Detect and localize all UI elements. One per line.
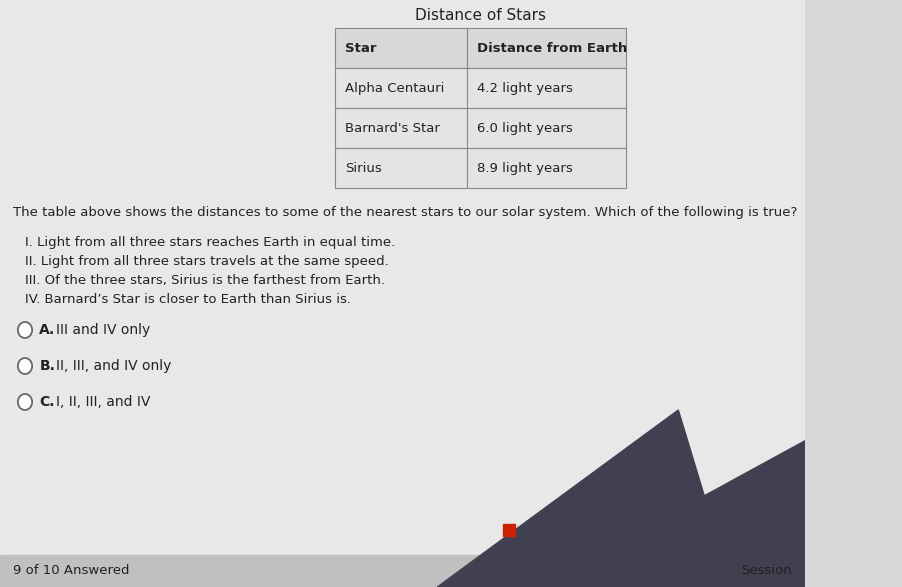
Text: Alpha Centauri: Alpha Centauri <box>345 82 445 95</box>
Text: 6.0 light years: 6.0 light years <box>477 122 574 134</box>
Text: The table above shows the distances to some of the nearest stars to our solar sy: The table above shows the distances to s… <box>14 206 797 219</box>
Bar <box>467 28 626 68</box>
Text: 9 of 10 Answered: 9 of 10 Answered <box>14 565 130 578</box>
Polygon shape <box>437 410 732 587</box>
Text: C.: C. <box>40 395 55 409</box>
Text: Star: Star <box>345 42 377 55</box>
Bar <box>335 108 467 148</box>
Text: B.: B. <box>40 359 55 373</box>
Text: Distance from Earth: Distance from Earth <box>477 42 628 55</box>
Text: III and IV only: III and IV only <box>56 323 151 337</box>
Text: Sirius: Sirius <box>345 161 382 174</box>
Text: Session: Session <box>741 565 792 578</box>
Text: Barnard's Star: Barnard's Star <box>345 122 440 134</box>
Bar <box>0 555 805 587</box>
Text: I, II, III, and IV: I, II, III, and IV <box>56 395 151 409</box>
Circle shape <box>18 358 32 374</box>
Text: A.: A. <box>40 323 56 337</box>
Text: III. Of the three stars, Sirius is the farthest from Earth.: III. Of the three stars, Sirius is the f… <box>25 274 385 287</box>
Bar <box>335 148 467 188</box>
Bar <box>467 108 626 148</box>
Bar <box>335 68 467 108</box>
Text: IV. Barnard’s Star is closer to Earth than Sirius is.: IV. Barnard’s Star is closer to Earth th… <box>25 293 351 306</box>
Circle shape <box>18 394 32 410</box>
Polygon shape <box>536 440 805 587</box>
Bar <box>467 148 626 188</box>
Bar <box>335 28 467 68</box>
Text: II. Light from all three stars travels at the same speed.: II. Light from all three stars travels a… <box>25 255 389 268</box>
Text: I. Light from all three stars reaches Earth in equal time.: I. Light from all three stars reaches Ea… <box>25 236 395 249</box>
Bar <box>467 68 626 108</box>
Text: 8.9 light years: 8.9 light years <box>477 161 574 174</box>
Text: Distance of Stars: Distance of Stars <box>415 8 546 23</box>
Text: II, III, and IV only: II, III, and IV only <box>56 359 171 373</box>
Text: 4.2 light years: 4.2 light years <box>477 82 574 95</box>
Circle shape <box>18 322 32 338</box>
